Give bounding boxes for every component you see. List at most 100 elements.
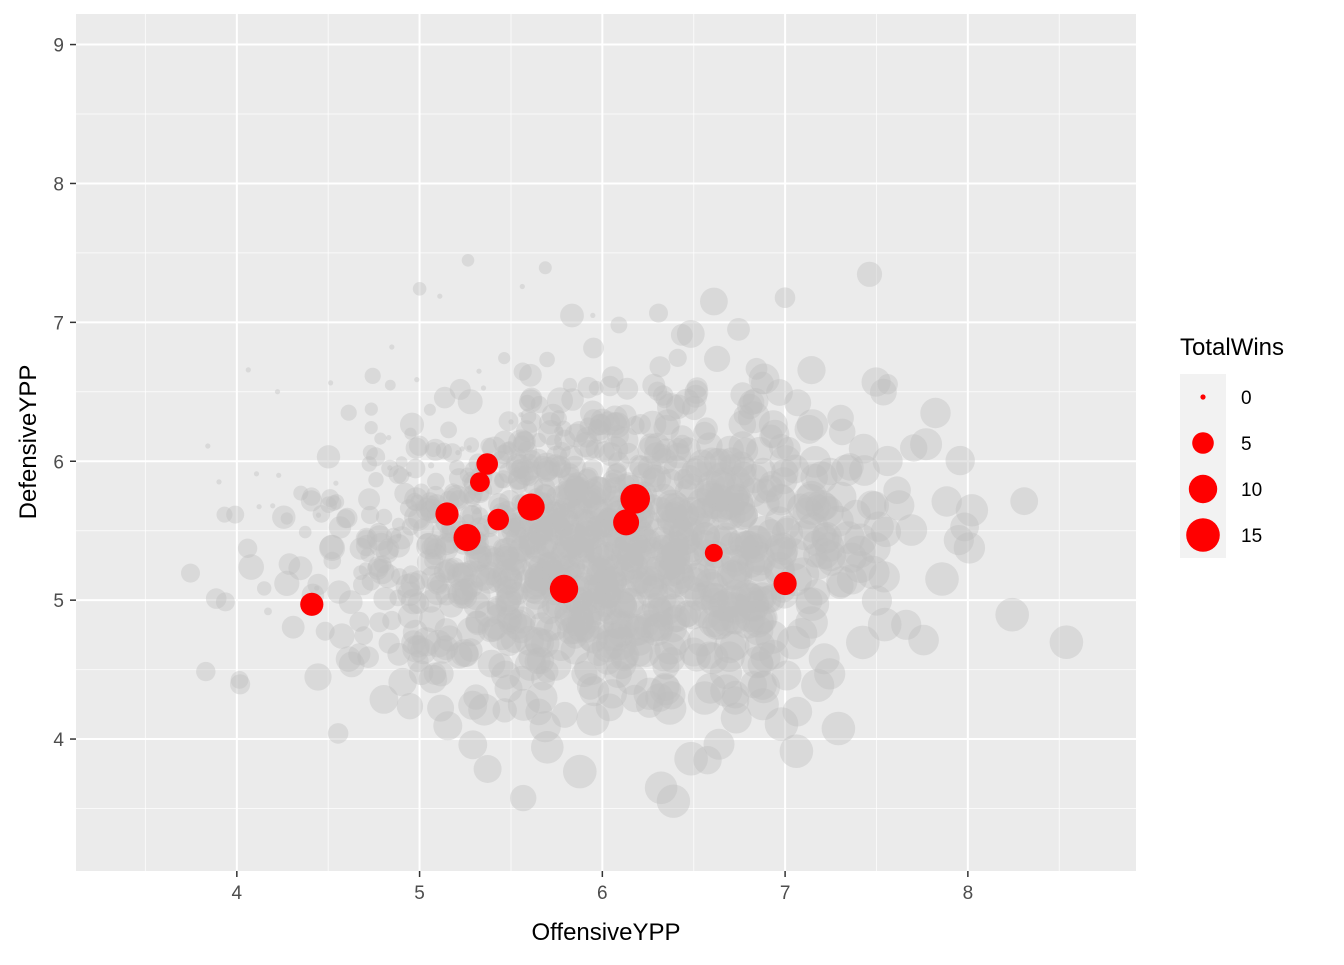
- background-point: [389, 344, 395, 350]
- background-point: [615, 663, 648, 695]
- background-point: [560, 463, 580, 483]
- background-point: [527, 520, 554, 547]
- background-point: [355, 527, 378, 550]
- background-point: [593, 441, 615, 462]
- background-point: [546, 445, 568, 467]
- background-point: [590, 569, 617, 596]
- background-point: [293, 485, 309, 501]
- background-point: [632, 463, 657, 488]
- background-point: [640, 613, 673, 646]
- background-point: [696, 482, 726, 513]
- background-point: [496, 585, 523, 612]
- background-point: [624, 616, 654, 646]
- background-point: [407, 507, 429, 529]
- background-point: [434, 618, 458, 642]
- background-point: [256, 504, 262, 510]
- background-point: [410, 638, 437, 665]
- background-point: [815, 540, 847, 572]
- background-point: [856, 261, 883, 287]
- background-point: [558, 552, 585, 580]
- background-point: [570, 603, 602, 635]
- background-point: [358, 488, 381, 511]
- background-point: [643, 518, 675, 550]
- background-point: [724, 466, 751, 492]
- background-point: [215, 592, 235, 612]
- background-point: [573, 431, 599, 458]
- background-point: [703, 728, 735, 760]
- background-point: [752, 478, 777, 504]
- background-point: [453, 641, 479, 668]
- background-point: [274, 570, 300, 597]
- background-point: [579, 440, 600, 460]
- background-point: [585, 611, 614, 640]
- background-point: [409, 570, 429, 590]
- background-point: [437, 558, 463, 584]
- background-point: [424, 543, 447, 566]
- background-point: [589, 414, 612, 436]
- background-point: [678, 535, 706, 563]
- background-point: [620, 558, 646, 584]
- background-point: [333, 480, 339, 486]
- background-point: [604, 660, 632, 689]
- background-point: [678, 600, 708, 630]
- background-point: [349, 611, 370, 632]
- background-point: [520, 411, 542, 433]
- background-point: [577, 468, 598, 489]
- background-point: [583, 476, 612, 505]
- background-point: [523, 450, 542, 469]
- background-point: [674, 600, 702, 627]
- background-point: [719, 605, 748, 634]
- background-point: [598, 442, 623, 467]
- background-point: [687, 626, 718, 657]
- background-point: [725, 492, 756, 524]
- background-point: [953, 532, 986, 564]
- background-point: [320, 496, 337, 513]
- background-point: [728, 431, 757, 460]
- background-point: [649, 303, 668, 323]
- background-point: [593, 594, 617, 618]
- background-point: [367, 556, 389, 578]
- background-point: [805, 461, 838, 494]
- background-point: [629, 636, 661, 668]
- background-point: [616, 543, 646, 572]
- legend-key-point: [1192, 432, 1214, 454]
- background-point: [676, 517, 706, 547]
- background-point: [538, 420, 564, 446]
- background-point: [302, 487, 321, 506]
- background-point: [516, 420, 538, 442]
- background-point: [396, 533, 402, 539]
- background-point: [637, 455, 662, 480]
- background-point: [720, 532, 744, 556]
- background-point: [591, 542, 622, 573]
- background-point: [797, 356, 826, 385]
- background-point: [575, 510, 602, 537]
- background-point: [355, 534, 378, 557]
- background-point: [641, 593, 671, 623]
- background-point: [753, 585, 782, 614]
- background-point: [600, 555, 629, 584]
- background-point: [405, 458, 426, 479]
- background-point: [633, 677, 666, 710]
- background-point: [759, 470, 785, 497]
- background-point: [535, 616, 562, 642]
- background-point: [307, 573, 329, 596]
- background-point: [651, 443, 672, 464]
- background-point: [369, 612, 390, 633]
- background-point: [672, 434, 693, 455]
- background-point: [811, 521, 842, 553]
- background-point: [743, 525, 773, 555]
- background-point: [574, 616, 600, 643]
- background-point: [721, 485, 750, 514]
- background-point: [428, 661, 454, 687]
- background-point: [553, 497, 575, 520]
- background-point: [585, 562, 611, 588]
- background-point: [560, 635, 590, 665]
- background-point: [477, 552, 504, 579]
- background-point: [653, 414, 680, 441]
- background-point: [573, 508, 595, 530]
- background-point: [449, 459, 465, 476]
- background-point: [444, 483, 462, 502]
- background-point: [505, 582, 529, 606]
- background-point: [653, 691, 687, 725]
- background-point: [676, 566, 710, 600]
